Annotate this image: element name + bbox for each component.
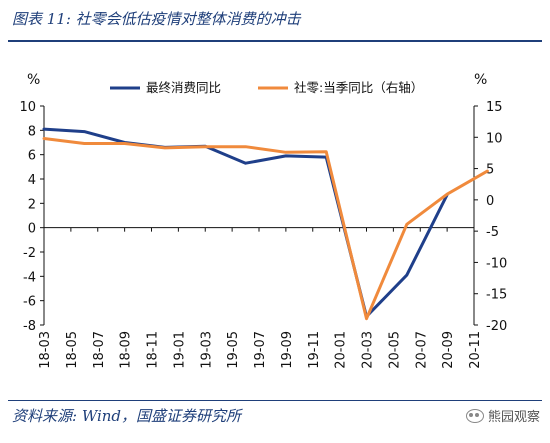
chart-legend: 最终消费同比 社零:当季同比（右轴） [110,80,423,95]
x-tick-label: 19-09 [280,331,295,369]
left-axis-unit: % [27,72,40,88]
right-tick-label: 15 [486,100,503,115]
watermark: 熊园观察 [465,406,540,425]
x-tick-label: 19-05 [226,331,241,369]
right-axis-ticks: -20 -15 -10 -5 0 5 10 15 [474,100,507,334]
left-tick-label: -8 [23,319,36,334]
right-tick-label: 0 [486,194,494,209]
x-tick-label: 19-07 [253,331,268,369]
x-tick-label: 20-09 [441,331,456,369]
series-layer [42,127,489,321]
x-tick-label: 20-05 [387,331,402,369]
left-tick-label: 2 [28,197,36,212]
right-tick-label: 5 [486,163,494,178]
left-tick-label: 10 [19,100,36,115]
x-axis-ticks: 18-03 18-05 18-07 18-09 18-11 19-01 19-03 19-05… [38,331,483,369]
watermark-text: 熊园观察 [487,410,540,425]
x-tick-label: 20-01 [334,331,349,369]
left-tick-label: -6 [23,295,36,310]
left-tick-label: 8 [28,124,36,139]
x-tick-label: 18-05 [65,331,80,369]
x-tick-label: 19-03 [199,331,214,369]
x-tick-label: 20-03 [361,331,376,369]
plot-frame [43,106,475,325]
series-line-retail-sales [42,137,489,321]
right-tick-label: 10 [486,131,503,146]
wechat-icon [465,408,484,423]
x-tick-label: 19-11 [307,331,322,369]
title-divider [8,40,542,42]
x-tick-label: 19-01 [172,331,187,369]
right-tick-label: -10 [486,256,507,271]
series-line-final-consumption [42,127,449,318]
right-axis-unit: % [474,72,487,88]
left-tick-label: -4 [23,270,36,285]
source-divider [8,400,542,401]
x-tick-label: 18-03 [38,331,53,369]
left-tick-label: -2 [23,246,36,261]
x-tick-label: 20-11 [468,331,483,369]
x-tick-label: 18-07 [92,331,107,369]
legend-label-final-consumption: 最终消费同比 [146,80,221,95]
right-tick-label: -15 [486,288,507,303]
left-axis-ticks: -8 -6 -4 -2 0 2 4 6 8 10 [19,100,44,334]
x-tick-label: 20-07 [414,331,429,369]
x-tick-label: 18-11 [146,331,161,369]
x-tick-label: 18-09 [119,331,134,369]
left-tick-label: 4 [28,173,36,188]
legend-label-retail-sales: 社零:当季同比（右轴） [294,80,423,95]
source-note: 资料来源: Wind，国盛证券研究所 [12,407,242,425]
right-tick-label: -20 [486,319,507,334]
left-tick-label: 0 [28,222,36,237]
right-tick-label: -5 [486,225,499,240]
figure-title: 图表 11: 社零会低估疫情对整体消费的冲击 [12,10,301,28]
left-tick-label: 6 [28,149,36,164]
